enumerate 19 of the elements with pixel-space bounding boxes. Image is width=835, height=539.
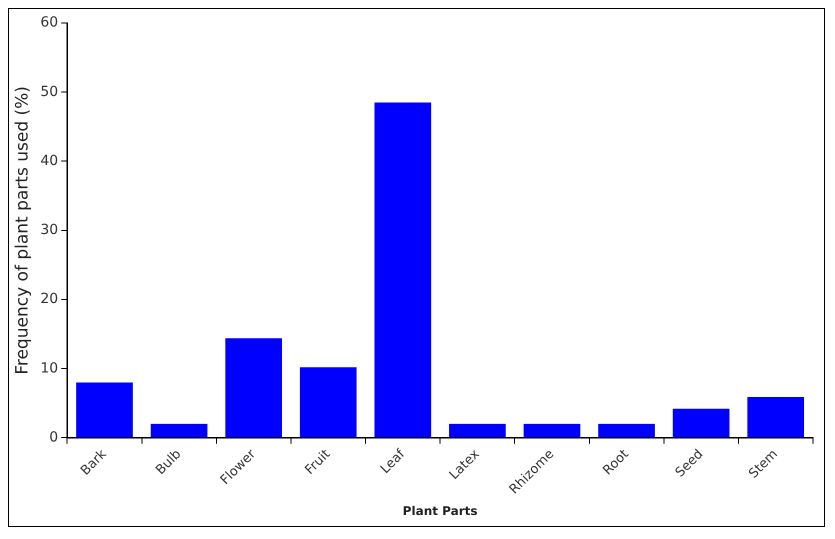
x-axis-title: Plant Parts [402,504,478,518]
bar [524,424,580,438]
y-tick-label: 50 [40,84,58,100]
y-tick-label: 40 [40,152,58,169]
y-tick-label: 30 [40,222,58,238]
y-tick-label: 0 [49,429,58,446]
bar [225,338,282,438]
bar [747,396,804,438]
y-axis-title: Frequency of plant parts used (%) [12,86,33,375]
y-tick-label: 60 [40,14,58,31]
bar [598,424,655,438]
bar [150,424,208,438]
y-tick-label: 20 [40,291,58,308]
bar [300,367,357,438]
bar [76,382,133,438]
bar [374,102,432,438]
bar [672,408,730,438]
y-tick-label: 10 [40,360,58,376]
bar [449,424,506,438]
